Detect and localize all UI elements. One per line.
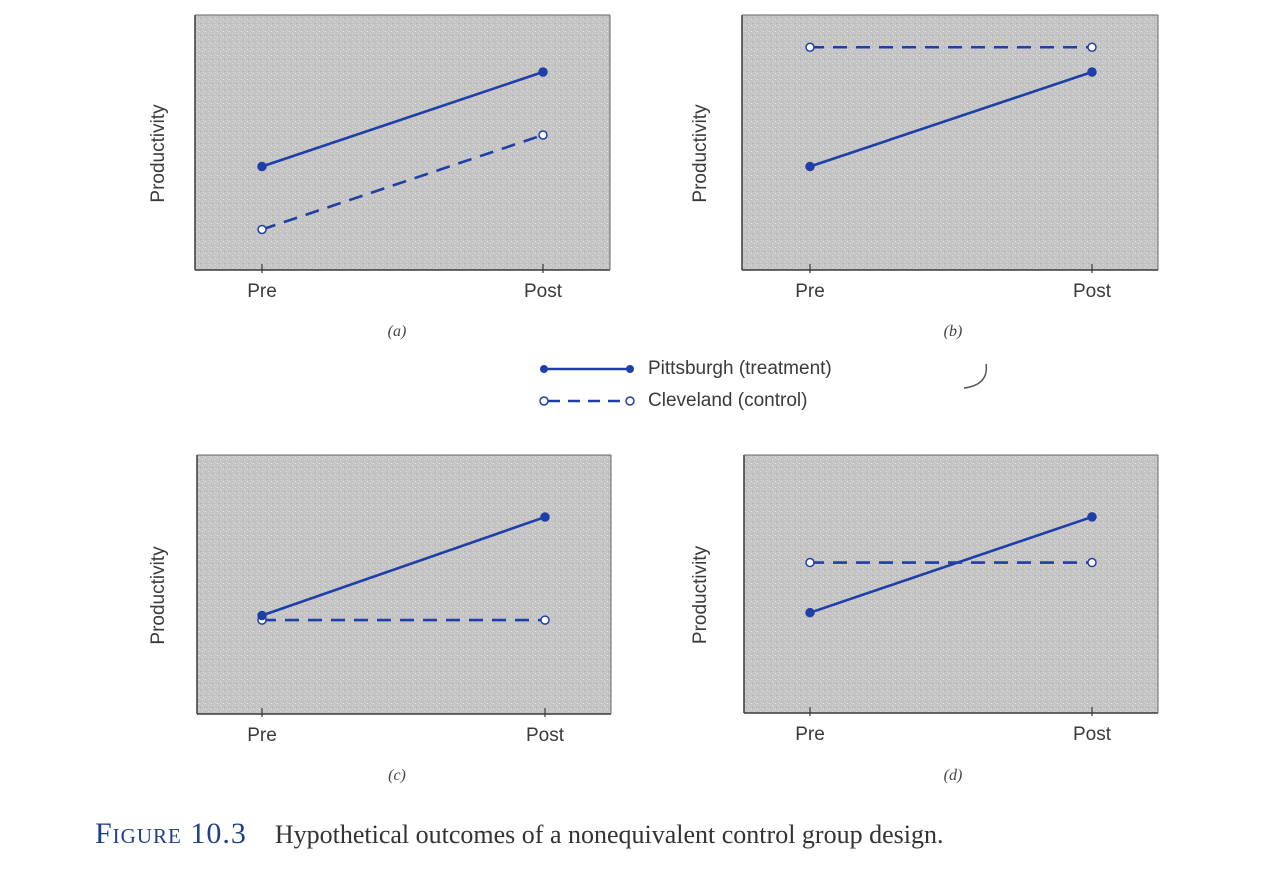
- legend-label-control: Cleveland (control): [648, 390, 808, 411]
- panel-2-x-tick-label: Pre: [795, 281, 825, 302]
- panel-3-series-treatment-point-post: [540, 512, 550, 522]
- panel-1-x-tick-label: Post: [524, 281, 563, 302]
- panel-4-series-treatment-point-pre: [805, 607, 815, 618]
- stray-pen-mark: [963, 363, 988, 389]
- panel-4-series-treatment-line: [809, 515, 1093, 614]
- panel-2-series-treatment-point-post: [1087, 67, 1097, 77]
- panel-3-caption: (c): [388, 767, 406, 784]
- panel-1-series-treatment-line: [261, 70, 544, 168]
- panel-4-caption: (d): [944, 767, 963, 784]
- panel-4-series-control-point-post: [1087, 557, 1097, 568]
- panel-2-series-treatment-line: [809, 70, 1093, 168]
- legend-swatch-treatment: [540, 365, 634, 373]
- panel-2-y-axis-label: Productivity: [690, 104, 711, 203]
- legend-swatch-control: [539, 396, 635, 406]
- panel-4-x-tick-label: Pre: [795, 724, 825, 745]
- panel-1-x-tick-label: Pre: [247, 281, 277, 302]
- legend-item-control: Cleveland (control): [538, 389, 807, 413]
- panel-1-series-control-line: [261, 133, 544, 231]
- panel-1-series-treatment-point-post: [538, 67, 548, 77]
- figure-label: Figure 10.3: [95, 817, 247, 850]
- panel-2-caption: (b): [944, 323, 963, 340]
- panel-1-y-axis-label: Productivity: [148, 104, 169, 203]
- figure-caption: Figure 10.3 Hypothetical outcomes of a no…: [95, 817, 943, 851]
- panel-2-series-control-point-post: [1087, 42, 1097, 52]
- panel-3-plot-area: [197, 455, 611, 714]
- panel-1-series-treatment-point-pre: [257, 161, 267, 172]
- four-panel-chart: Pre Post Productivity (a) Pre Post Productivit…: [148, 14, 1159, 784]
- panel-3-x-tick-label: Pre: [247, 725, 277, 746]
- legend-item-treatment: Pittsburgh (treatment): [538, 357, 832, 381]
- panel-4-y-axis-label: Productivity: [690, 545, 711, 644]
- figure-caption-text: Hypothetical outcomes of a nonequivalent…: [274, 820, 944, 849]
- panel-3-series-treatment-point-pre: [257, 610, 267, 621]
- panel-1-series-control-point-pre: [257, 224, 267, 235]
- panel-4-series-treatment-point-post: [1087, 512, 1097, 522]
- panel-4-x-tick-label: Post: [1073, 724, 1112, 745]
- panel-3-series-treatment-line: [261, 515, 546, 617]
- legend: Pittsburgh (treatment) Cleveland (contro…: [538, 355, 898, 415]
- legend-label-treatment: Pittsburgh (treatment): [648, 358, 832, 379]
- panel-4-plot-area: [744, 455, 1158, 713]
- panel-3-x-tick-label: Post: [526, 725, 565, 746]
- panel-2-plot-area: [742, 15, 1158, 270]
- panel-1-series-control-point-post: [538, 130, 548, 140]
- panel-3-series-control-point-post: [540, 615, 550, 625]
- panel-2-series-control-point-pre: [805, 42, 815, 52]
- panel-4-series-control-point-pre: [805, 557, 815, 568]
- panel-1-plot-area: [195, 15, 610, 270]
- panel-2-x-tick-label: Post: [1073, 281, 1112, 302]
- panel-2-series-treatment-point-pre: [805, 161, 815, 172]
- panel-1-caption: (a): [388, 323, 407, 340]
- panel-3-y-axis-label: Productivity: [148, 546, 169, 645]
